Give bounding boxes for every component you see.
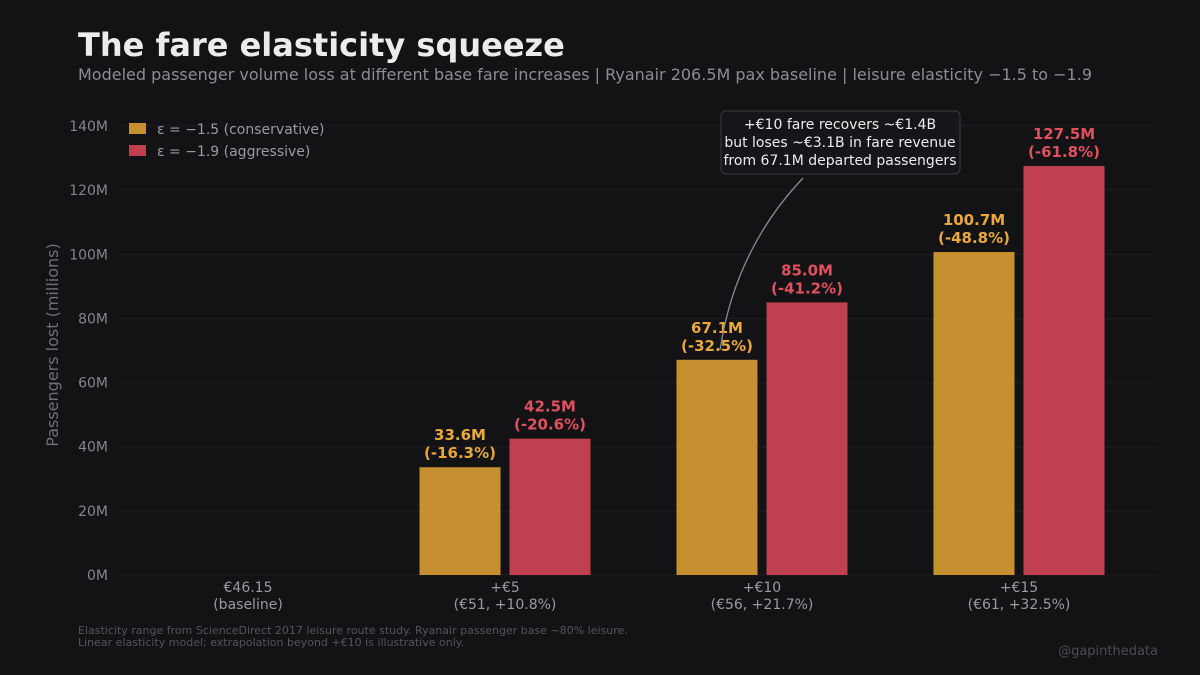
bar-conservative xyxy=(419,467,501,575)
y-tick-label: 100M xyxy=(69,247,108,263)
annotation-line-2: but loses ~€3.1B in fare revenue xyxy=(724,135,955,151)
bar-pct-label: (-20.6%) xyxy=(514,416,586,434)
y-tick-label: 140M xyxy=(69,119,108,135)
x-tick-label: +€15 xyxy=(1000,580,1038,596)
y-tick-label: 60M xyxy=(78,376,108,392)
annotation-line-3: from 67.1M departed passengers xyxy=(724,153,957,169)
chart-subtitle: Modeled passenger volume loss at differe… xyxy=(78,65,1092,84)
bar-pct-label: (-32.5%) xyxy=(681,337,753,355)
annotation-box xyxy=(720,110,961,175)
bar-aggressive xyxy=(509,438,591,575)
legend-swatch-conservative xyxy=(129,123,146,134)
bar-pct-label: (-48.8%) xyxy=(938,229,1010,247)
x-tick-sublabel: (€61, +32.5%) xyxy=(968,597,1071,613)
y-tick-label: 80M xyxy=(78,311,108,327)
y-axis-label: Passengers lost (millions) xyxy=(43,243,62,446)
y-tick-label: 40M xyxy=(78,440,108,456)
chart-title: The fare elasticity squeeze xyxy=(78,26,565,64)
y-tick-label: 20M xyxy=(78,504,108,520)
annotation-arrow xyxy=(719,177,804,351)
annotation-line-1: +€10 fare recovers ~€1.4B xyxy=(744,117,936,133)
y-axis-ticks: 0M 20M 40M 60M 80M 100M 120M 140M xyxy=(69,119,108,584)
bars xyxy=(419,166,1105,575)
bar-pct-label: (-16.3%) xyxy=(424,444,496,462)
bar-value-label: 127.5M xyxy=(1033,125,1095,143)
x-tick-sublabel: (€51, +10.8%) xyxy=(454,597,557,613)
x-tick-sublabel: (baseline) xyxy=(213,597,283,613)
legend-label-conservative: ε = −1.5 (conservative) xyxy=(157,122,325,138)
bar-value-label: 42.5M xyxy=(524,398,576,416)
bar-pct-label: (-41.2%) xyxy=(771,279,843,297)
bar-conservative xyxy=(676,359,758,575)
legend-swatch-aggressive xyxy=(129,145,146,156)
legend-label-aggressive: ε = −1.9 (aggressive) xyxy=(157,144,310,160)
y-tick-label: 120M xyxy=(69,183,108,199)
bar-aggressive xyxy=(766,302,848,575)
bar-value-label: 100.7M xyxy=(943,211,1005,229)
footnote-line-2: Linear elasticity model; extrapolation b… xyxy=(78,636,464,649)
bar-conservative xyxy=(933,252,1015,575)
bar-pct-label: (-61.8%) xyxy=(1028,143,1100,161)
x-tick-label: +€5 xyxy=(490,580,520,596)
x-axis-ticks: €46.15(baseline) +€5(€51, +10.8%) +€10(€56… xyxy=(213,580,1070,613)
data-labels: 33.6M(-16.3%) 42.5M(-20.6%) 67.1M(-32.5%) 8… xyxy=(424,125,1100,462)
bar-value-label: 67.1M xyxy=(691,319,743,337)
x-tick-sublabel: (€56, +21.7%) xyxy=(711,597,814,613)
x-tick-label: €46.15 xyxy=(224,580,273,596)
legend: ε = −1.5 (conservative) ε = −1.9 (aggres… xyxy=(129,122,325,160)
bar-aggressive xyxy=(1023,166,1105,575)
y-tick-label: 0M xyxy=(87,568,108,584)
credit: @gapinthedata xyxy=(1058,644,1158,659)
x-tick-label: +€10 xyxy=(743,580,781,596)
bar-value-label: 85.0M xyxy=(781,261,833,279)
footnote-line-1: Elasticity range from ScienceDirect 2017… xyxy=(78,624,628,637)
bar-value-label: 33.6M xyxy=(434,426,486,444)
annotation: +€10 fare recovers ~€1.4B but loses ~€3.… xyxy=(719,110,961,351)
gridlines xyxy=(120,125,1155,576)
